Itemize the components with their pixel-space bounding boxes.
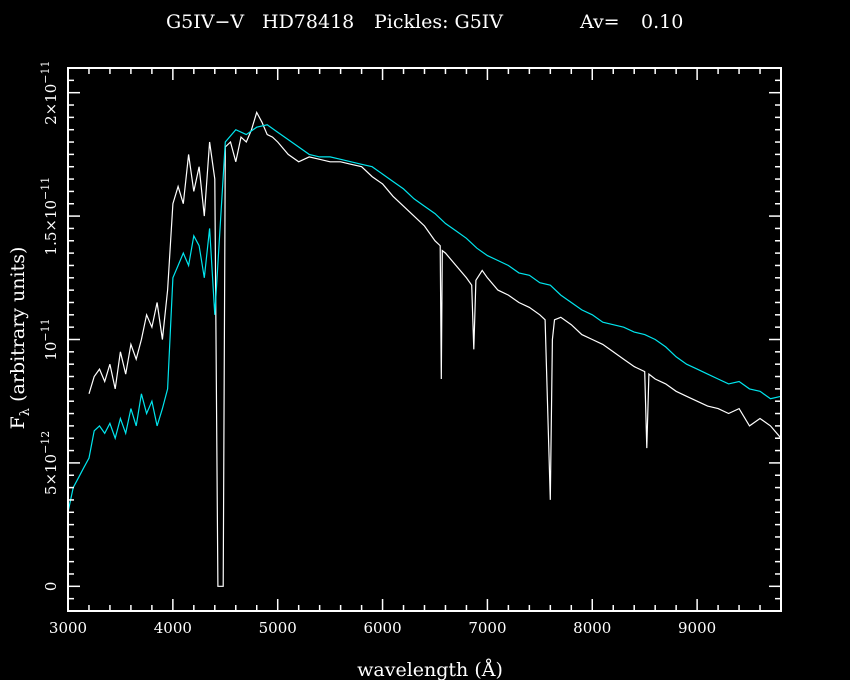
x-tick-label: 3000	[49, 619, 87, 637]
x-tick-label: 8000	[573, 619, 611, 637]
x-tick-label: 4000	[154, 619, 192, 637]
y-axis-label: Fλ (arbitrary units)	[7, 247, 33, 430]
x-axis-label: wavelength (Å)	[357, 659, 503, 680]
y-axis-label-sub: λ	[18, 408, 33, 416]
title-star-name: HD78418	[262, 11, 354, 33]
plot-lines	[67, 110, 782, 587]
x-tick-label: 7000	[468, 619, 506, 637]
y-tick-label-exponent: −11	[39, 60, 52, 83]
plot-frame	[67, 67, 782, 612]
title-spectral-type: G5IV−V	[166, 11, 244, 33]
y-tick-label-main: 1.5×10	[42, 200, 60, 256]
title-pickles: Pickles: G5IV	[374, 11, 503, 33]
x-tick-labels: 3000 4000 5000 6000 7000 8000 9000	[49, 619, 716, 637]
title-av-value: 0.10	[641, 11, 683, 33]
x-tick-label: 5000	[259, 619, 297, 637]
title-av-label: Av=	[579, 11, 620, 33]
y-tick-label-main: 2×10	[42, 84, 60, 125]
y-tick-label-exponent: −12	[39, 431, 52, 454]
y-tick-label: 1.5×10−11	[39, 177, 60, 256]
observed-spectrum-line	[88, 110, 782, 587]
axis-ticks	[67, 68, 782, 612]
chart-title: G5IV−V HD78418 Pickles: G5IV Av= 0.10	[166, 11, 683, 33]
y-axis-label-rest: (arbitrary units)	[7, 247, 29, 408]
x-tick-label: 9000	[678, 619, 716, 637]
y-tick-label-main: 0	[42, 582, 60, 592]
y-tick-label-exponent: −11	[39, 177, 52, 200]
y-tick-label-main: 5×10	[42, 454, 60, 495]
y-tick-label-main: 10	[42, 342, 60, 361]
pickles-template-line	[67, 124, 782, 513]
y-tick-label: 5×10−12	[39, 431, 60, 495]
x-tick-label: 6000	[363, 619, 401, 637]
y-tick-label: 0	[42, 582, 60, 592]
y-tick-label: 10−11	[39, 318, 60, 360]
y-axis-label-main: F	[7, 416, 29, 429]
y-tick-label: 2×10−11	[39, 60, 60, 124]
y-tick-label-exponent: −11	[39, 318, 52, 341]
